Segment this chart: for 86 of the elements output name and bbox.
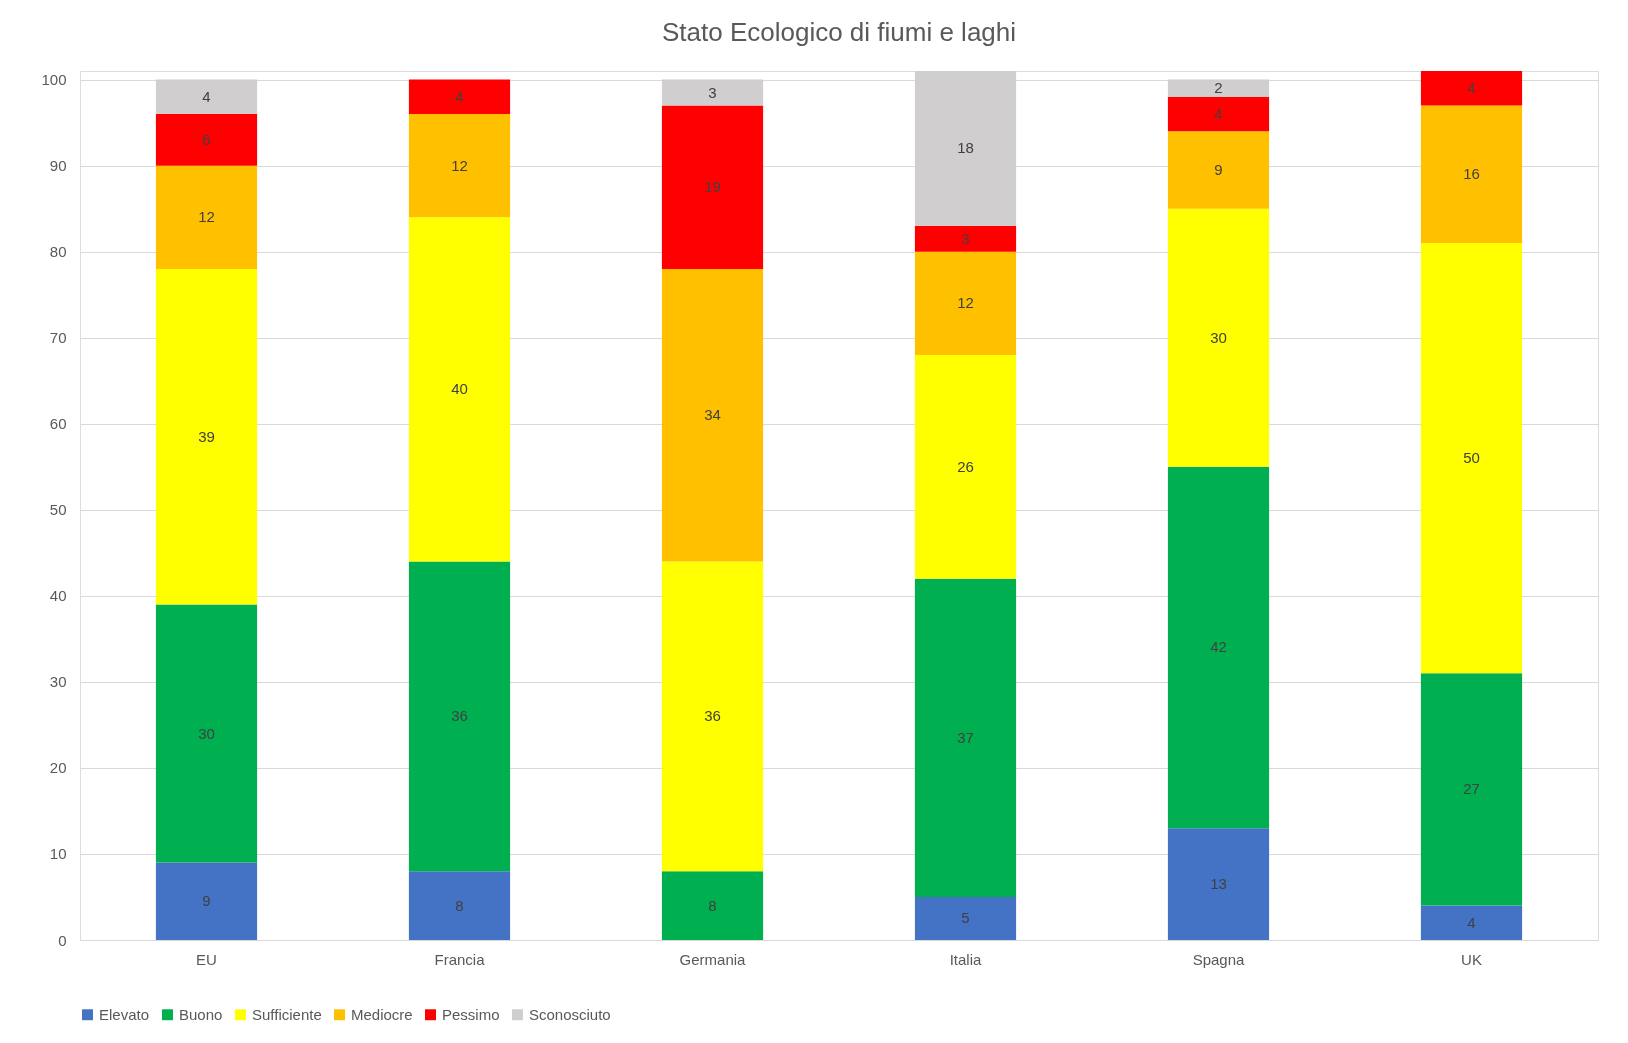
data-label: 19 xyxy=(704,178,721,196)
bar xyxy=(914,896,1017,940)
data-label: 12 xyxy=(198,208,215,226)
y-tick-label: 90 xyxy=(49,157,67,175)
bar xyxy=(155,114,258,166)
data-label: 13 xyxy=(1210,875,1227,893)
y-tick-label: 30 xyxy=(49,673,67,691)
x-tick-label: Francia xyxy=(434,950,486,968)
bar xyxy=(155,268,258,605)
data-label: 8 xyxy=(455,896,464,914)
chart-title: Stato Ecologico di fiumi e laghi xyxy=(661,17,1017,47)
bar xyxy=(661,105,764,269)
bar xyxy=(1167,131,1270,209)
bar xyxy=(1420,673,1523,906)
bar xyxy=(155,862,258,940)
y-tick-label: 80 xyxy=(49,243,67,261)
bar xyxy=(155,604,258,863)
bar xyxy=(1167,208,1270,467)
data-label: 40 xyxy=(451,380,468,398)
data-label: 4 xyxy=(1214,105,1223,123)
legend-label: Buono xyxy=(179,1005,223,1023)
legend-label: Pessimo xyxy=(442,1005,500,1023)
legend-label: Elevato xyxy=(99,1005,150,1023)
data-label: 42 xyxy=(1210,638,1227,656)
data-label: 12 xyxy=(451,156,468,174)
bar xyxy=(1167,466,1270,829)
data-label: 34 xyxy=(704,406,721,424)
bar xyxy=(914,225,1017,252)
bar xyxy=(1167,828,1270,940)
x-tick-label: Italia xyxy=(949,950,982,968)
data-label: 50 xyxy=(1463,449,1480,467)
legend-label: Mediocre xyxy=(351,1005,413,1023)
bar xyxy=(661,561,764,872)
data-label: 36 xyxy=(451,707,468,725)
bar xyxy=(408,871,511,940)
bar xyxy=(914,251,1017,355)
data-label: 4 xyxy=(1467,913,1476,931)
bar xyxy=(1420,71,1523,106)
data-label: 30 xyxy=(1210,328,1227,346)
data-label: 4 xyxy=(455,87,464,105)
y-tick-label: 60 xyxy=(49,415,67,433)
bar xyxy=(914,354,1017,579)
data-label: 12 xyxy=(957,294,974,312)
bar xyxy=(1167,96,1270,132)
y-tick-label: 40 xyxy=(49,587,67,605)
data-label: 27 xyxy=(1463,780,1480,798)
data-label: 36 xyxy=(704,707,721,725)
x-tick-label: Spagna xyxy=(1192,950,1246,968)
data-label: 30 xyxy=(198,724,215,742)
x-tick-label: Germania xyxy=(679,950,747,968)
data-label: 5 xyxy=(961,909,970,927)
y-tick-label: 100 xyxy=(41,71,67,89)
legend-label: Sconosciuto xyxy=(529,1005,611,1023)
data-label: 16 xyxy=(1463,165,1480,183)
legend-label: Sufficiente xyxy=(252,1005,322,1023)
x-tick-label: EU xyxy=(196,950,217,968)
data-label: 8 xyxy=(708,896,717,914)
data-label: 3 xyxy=(961,229,970,247)
data-label: 26 xyxy=(957,457,974,475)
data-label: 4 xyxy=(1467,79,1476,97)
y-tick-label: 70 xyxy=(49,329,67,347)
data-label: 18 xyxy=(957,139,974,157)
bar xyxy=(1420,105,1523,244)
data-label: 2 xyxy=(1214,79,1223,97)
bar xyxy=(408,114,511,218)
bar xyxy=(1420,905,1523,940)
y-tick-label: 0 xyxy=(58,931,67,949)
bar xyxy=(661,871,764,940)
bar xyxy=(408,561,511,872)
bar xyxy=(408,217,511,562)
bar xyxy=(408,79,511,115)
data-label: 6 xyxy=(202,130,211,148)
y-tick-label: 50 xyxy=(49,501,67,519)
bar xyxy=(1420,243,1523,674)
data-label: 9 xyxy=(202,892,211,910)
data-label: 9 xyxy=(1214,160,1223,178)
data-label: 4 xyxy=(202,87,211,105)
bar xyxy=(661,268,764,562)
x-tick-label: UK xyxy=(1461,950,1482,968)
bar xyxy=(914,578,1017,897)
bar xyxy=(155,165,258,269)
y-tick-label: 20 xyxy=(49,759,67,777)
y-tick-label: 10 xyxy=(49,845,67,863)
data-label: 39 xyxy=(198,427,215,445)
data-label: 3 xyxy=(708,83,717,101)
data-label: 37 xyxy=(957,728,974,746)
